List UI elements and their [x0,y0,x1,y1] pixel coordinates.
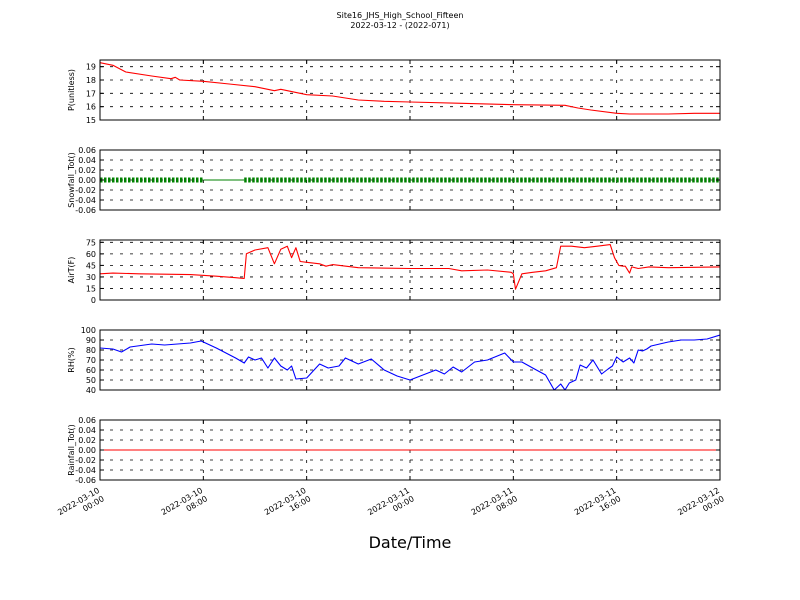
chart-title: Site16_JHS_High_School_Fifteen [336,11,464,20]
x-axis-label: Date/Time [368,533,452,552]
y-tick-label: 45 [86,261,96,270]
y-tick-label: 0.02 [78,436,96,445]
subplot-3: 0 15 30 45 60 75 AirT(F) [67,238,721,305]
subplot-5: -0.06-0.04-0.020.000.020.040.06Rainfall_… [67,416,721,485]
y-tick-label: 60 [86,366,96,375]
chart-subtitle: 2022-03-12 - (2022-071) [350,21,450,30]
y-axis-label: Snowfall_Tot() [67,152,76,208]
y-tick-label: 17 [86,89,96,98]
y-tick-label: 16 [86,103,96,112]
y-tick-label: 15 [86,116,96,125]
y-tick-label: 80 [86,346,96,355]
y-tick-label: -0.06 [75,476,96,485]
y-tick-label: 60 [86,250,96,259]
y-tick-label: 0.02 [78,166,96,175]
y-tick-label: 0.04 [78,426,96,435]
y-tick-label: -0.02 [75,186,96,195]
series-line [100,334,720,390]
y-tick-label: 70 [86,356,96,365]
y-tick-label: 30 [86,273,96,282]
x-tick-label: 2022-03-1200:00 [676,486,726,525]
y-tick-label: -0.04 [75,196,96,205]
y-tick-label: 50 [86,376,96,385]
y-tick-label: 0.00 [78,446,96,455]
x-tick-label: 2022-03-1008:00 [160,486,210,525]
series-line [100,62,720,115]
x-tick-label: 2022-03-1116:00 [573,486,623,525]
y-tick-label: 0.00 [78,176,96,185]
y-tick-label: -0.04 [75,466,96,475]
subplot-2: -0.06-0.04-0.020.000.020.040.06Snowfall_… [67,146,721,215]
y-tick-label: 15 [86,284,96,293]
x-tick-label: 2022-03-1100:00 [366,486,416,525]
y-tick-label: 18 [86,76,96,85]
y-tick-label: 75 [86,238,96,247]
y-tick-label: 40 [86,386,96,395]
y-axis-label: Rainfall_Tot() [67,424,76,476]
y-tick-label: 0 [91,296,96,305]
y-tick-label: -0.02 [75,456,96,465]
subplot-1: 15 16 17 18 19 P(unitless) [67,59,721,125]
y-axis-label: AirT(F) [67,257,76,284]
y-tick-label: 100 [81,326,96,335]
y-tick-label: 0.04 [78,156,96,165]
x-tick-label: 2022-03-1108:00 [470,486,520,525]
y-axis-label: P(unitless) [67,69,76,111]
y-tick-label: 90 [86,336,96,345]
y-tick-label: 0.06 [78,416,96,425]
y-axis-label: RH(%) [67,347,76,372]
series-line [100,244,720,290]
x-tick-label: 2022-03-1016:00 [263,486,313,525]
x-tick-label: 2022-03-1000:00 [56,486,106,525]
y-tick-label: 19 [86,63,96,72]
y-tick-label: -0.06 [75,206,96,215]
y-tick-label: 0.06 [78,146,96,155]
x-tick-labels: 2022-03-1000:00 2022-03-1008:00 2022-03-10… [56,486,726,525]
